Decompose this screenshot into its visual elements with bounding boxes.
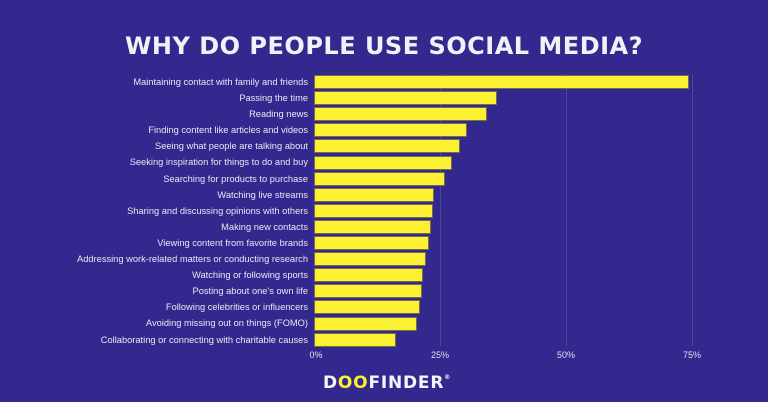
logo-suffix: FINDER	[368, 373, 445, 393]
bar	[314, 155, 453, 170]
logo-highlight: OO	[337, 373, 369, 393]
category-label: Addressing work-related matters or condu…	[77, 254, 308, 265]
bar	[314, 123, 468, 138]
bar	[314, 107, 487, 122]
category-label: Watching or following sports	[192, 270, 308, 281]
bar	[314, 316, 417, 331]
bar	[314, 139, 461, 154]
category-label: Following celebrities or influencers	[165, 302, 308, 313]
bar	[314, 236, 429, 250]
bar	[314, 91, 497, 106]
chart-title: WHY DO PEOPLE USE SOCIAL MEDIA?	[124, 32, 644, 60]
category-label: Avoiding missing out on things (FOMO)	[145, 318, 308, 329]
registered-mark: ®	[444, 374, 452, 381]
category-label: Searching for products to purchase	[163, 173, 308, 184]
category-label: Passing the time	[239, 93, 308, 104]
category-label: Reading news	[249, 109, 308, 120]
gridline	[440, 74, 441, 346]
category-label: Posting about one's own life	[192, 286, 308, 297]
bar	[314, 300, 420, 315]
doofinder-logo: DOOFINDER®	[323, 373, 451, 393]
bar-plot-area	[314, 74, 714, 347]
category-label: Watching live streams	[217, 189, 308, 200]
x-tick-label: 25%	[430, 350, 450, 360]
x-tick-label: 75%	[682, 350, 702, 360]
bar	[314, 187, 434, 202]
x-tick-label: 0%	[309, 350, 323, 360]
bar	[314, 284, 422, 299]
bar	[314, 252, 426, 267]
category-label: Sharing and discussing opinions with oth…	[127, 205, 308, 216]
category-label: Making new contacts	[221, 221, 308, 232]
category-label: Collaborating or connecting with charita…	[100, 334, 308, 345]
bar	[314, 268, 423, 283]
category-label: Maintaining contact with family and frie…	[133, 77, 308, 87]
bar	[314, 332, 397, 347]
category-labels: Maintaining contact with family and frie…	[0, 74, 308, 348]
logo-prefix: D	[323, 373, 338, 393]
gridline	[566, 74, 567, 346]
bar	[314, 203, 433, 218]
x-tick-label: 50%	[556, 350, 576, 360]
bar	[314, 219, 431, 234]
bar	[314, 75, 689, 89]
gridline	[692, 74, 693, 346]
category-label: Seeking inspiration for things to do and…	[129, 157, 308, 168]
category-label: Finding content like articles and videos	[148, 125, 308, 136]
category-label: Viewing content from favorite brands	[157, 237, 308, 248]
bar	[314, 171, 446, 186]
category-label: Seeing what people are talking about	[155, 141, 308, 152]
